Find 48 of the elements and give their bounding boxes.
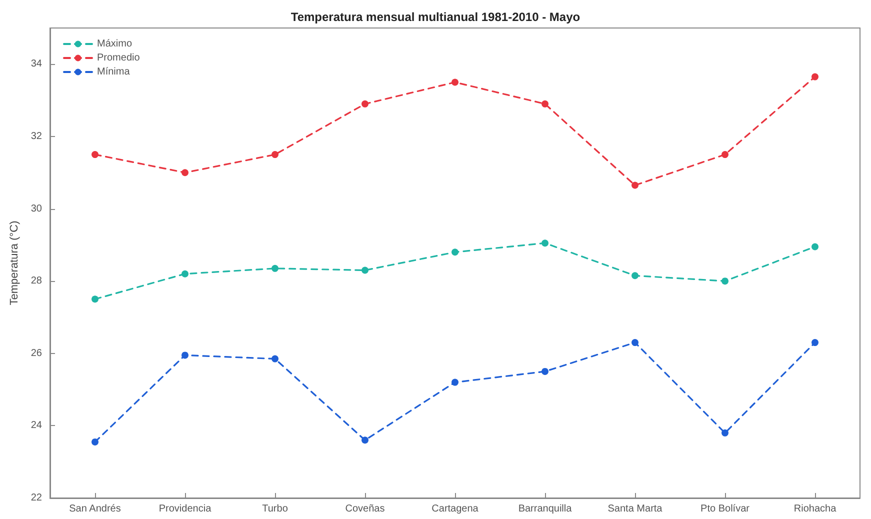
point xyxy=(452,378,458,386)
point xyxy=(182,169,188,176)
point xyxy=(812,73,818,80)
chart-title: Temperatura mensual multianual 1981-2010 - Mayo xyxy=(290,10,580,24)
legend-label: Mínima xyxy=(97,66,130,78)
point xyxy=(92,296,98,303)
x-tick-label: Riohacha xyxy=(794,504,837,514)
point xyxy=(272,264,278,272)
y-tick-label: 24 xyxy=(30,420,42,432)
x-tick-label: San Andrés xyxy=(69,504,121,514)
point xyxy=(722,429,728,436)
y-tick-label: 34 xyxy=(30,58,42,70)
point xyxy=(452,78,458,86)
point xyxy=(92,438,98,446)
y-tick-label: 26 xyxy=(30,348,42,359)
point xyxy=(812,243,818,250)
point xyxy=(632,272,638,280)
point xyxy=(722,278,728,285)
x-tick-label: Barranquilla xyxy=(518,504,572,514)
y-tick-label: 30 xyxy=(30,203,42,214)
legend-label: Máximo xyxy=(97,38,132,50)
point xyxy=(632,182,638,189)
x-tick-label: Cartagena xyxy=(432,504,479,514)
point xyxy=(92,151,98,158)
x-tick-label: Coveñas xyxy=(345,504,385,514)
x-tick-label: Turbo xyxy=(262,504,288,514)
point xyxy=(272,151,278,158)
point xyxy=(362,436,368,444)
point xyxy=(542,100,548,108)
point xyxy=(722,151,728,158)
point xyxy=(452,248,458,256)
y-tick-label: 22 xyxy=(30,492,42,504)
point xyxy=(812,339,818,346)
point xyxy=(542,368,548,375)
point xyxy=(272,355,278,362)
point xyxy=(182,270,188,278)
point xyxy=(362,100,368,108)
point xyxy=(362,266,368,274)
x-tick-label: Santa Marta xyxy=(608,504,663,514)
y-axis-title: Temperatura (°C) xyxy=(8,220,20,306)
y-tick-label: 28 xyxy=(30,276,42,287)
legend-label: Promedio xyxy=(97,52,140,64)
point xyxy=(632,339,638,346)
x-tick-label: Providencia xyxy=(158,504,212,514)
point xyxy=(182,352,188,359)
y-tick-label: 32 xyxy=(30,130,42,142)
point xyxy=(542,240,548,247)
x-tick-label: Pto Bolívar xyxy=(700,504,750,514)
